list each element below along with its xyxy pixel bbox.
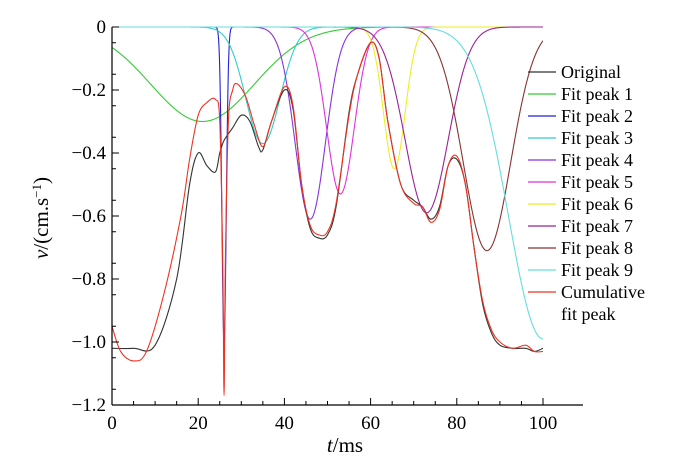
series-original [112, 41, 543, 352]
y-tick-label: −0.4 [72, 143, 107, 164]
legend-label: Fit peak 3 [561, 128, 633, 148]
x-tick-label: 80 [447, 413, 466, 434]
legend-label: Fit peak 4 [561, 150, 633, 170]
series-cumulative-fit-peak [112, 41, 543, 397]
legend-label: Cumulative fit peak [561, 282, 645, 324]
legend-item: Fit peak 3 [528, 128, 633, 148]
x-tick-label: 0 [107, 413, 117, 434]
y-tick-label: −0.6 [72, 206, 106, 227]
y-tick-label: −1.0 [72, 332, 106, 353]
y-axis-title: v/(cm.s−1) [29, 177, 54, 259]
x-tick-label: 100 [529, 413, 558, 434]
y-tick-label: −0.8 [72, 269, 106, 290]
y-tick-label: −0.2 [72, 80, 106, 101]
legend-label: Fit peak 6 [561, 194, 633, 214]
legend-label: Original [561, 62, 621, 82]
series-layer [112, 26, 543, 397]
x-tick-label: 20 [189, 413, 208, 434]
y-tick-label: 0 [97, 17, 107, 38]
series-fit-peak-8 [112, 26, 543, 252]
series-fit-peak-2 [112, 26, 543, 343]
series-fit-peak-7 [112, 26, 543, 214]
legend-item: Cumulative fit peak [528, 282, 645, 324]
legend-label: Fit peak 1 [561, 84, 633, 104]
legend-item: Original [528, 62, 621, 82]
legend-label: Fit peak 5 [561, 172, 633, 192]
legend-item: Fit peak 2 [528, 106, 633, 126]
series-fit-peak-9 [112, 26, 543, 340]
x-axis-title: t/ms [327, 433, 363, 457]
legend-label: Fit peak 9 [561, 260, 633, 280]
legend-label: Fit peak 8 [561, 238, 633, 258]
legend-item: Fit peak 5 [528, 172, 633, 192]
legend-label: Fit peak 7 [561, 216, 633, 236]
axes-layer: 0 20 40 60 80 100 0 −0.2 −0.4 −0.6 −0.8 −1.0 −1.2 [72, 17, 583, 434]
legend-item: Fit peak 9 [528, 260, 633, 280]
series-fit-peak-4 [112, 26, 543, 220]
legend-item: Fit peak 6 [528, 194, 633, 214]
legend-item: Fit peak 4 [528, 150, 633, 170]
x-tick-label: 40 [275, 413, 294, 434]
series-fit-peak-1 [112, 26, 543, 123]
legend-item: Fit peak 1 [528, 84, 633, 104]
y-tick-label: −1.2 [72, 395, 106, 416]
series-fit-peak-6 [112, 26, 543, 170]
x-tick-label: 60 [361, 413, 380, 434]
legend-label: Fit peak 2 [561, 106, 633, 126]
legend-item: Fit peak 7 [528, 216, 633, 236]
legend-item: Fit peak 8 [528, 238, 633, 258]
